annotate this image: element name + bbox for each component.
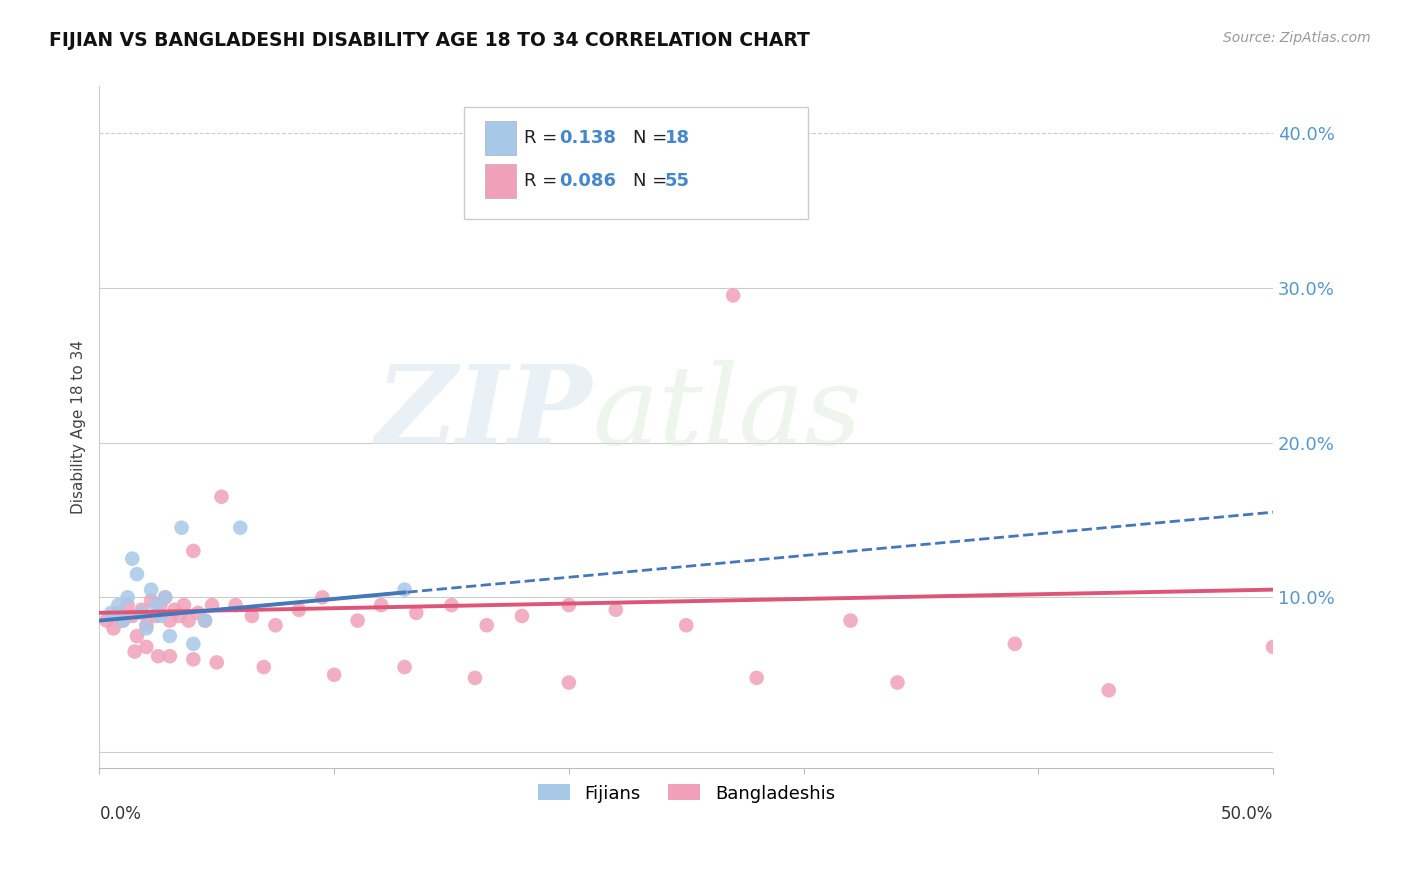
Text: 0.0%: 0.0% — [100, 805, 142, 823]
Point — [173, 598, 195, 612]
Point — [510, 609, 533, 624]
Point — [558, 598, 581, 612]
Point — [464, 671, 486, 685]
Point — [121, 551, 143, 566]
Text: N =: N = — [633, 172, 672, 190]
Point — [117, 591, 139, 605]
Point — [311, 591, 333, 605]
Point — [205, 656, 228, 670]
Text: R =: R = — [524, 129, 564, 147]
Point — [288, 603, 311, 617]
Point — [145, 598, 167, 612]
Text: 0.086: 0.086 — [560, 172, 617, 190]
Point — [135, 618, 157, 632]
Point — [121, 609, 143, 624]
Text: Source: ZipAtlas.com: Source: ZipAtlas.com — [1223, 31, 1371, 45]
Text: R =: R = — [524, 172, 564, 190]
Point — [111, 614, 134, 628]
Point — [394, 582, 416, 597]
Point — [264, 618, 287, 632]
Point — [107, 606, 129, 620]
Point — [177, 614, 200, 628]
Point — [117, 598, 139, 612]
Text: 50.0%: 50.0% — [1220, 805, 1272, 823]
Point — [181, 544, 204, 558]
Point — [145, 609, 167, 624]
Point — [163, 603, 186, 617]
Point — [405, 606, 427, 620]
Point — [675, 618, 697, 632]
Point — [745, 671, 768, 685]
Point — [103, 621, 125, 635]
Point — [100, 606, 122, 620]
Text: 55: 55 — [665, 172, 690, 190]
Point — [131, 606, 153, 620]
Point — [721, 288, 744, 302]
Point — [125, 567, 148, 582]
Point — [107, 598, 129, 612]
Text: 18: 18 — [665, 129, 690, 147]
Point — [167, 609, 190, 624]
Y-axis label: Disability Age 18 to 34: Disability Age 18 to 34 — [72, 340, 86, 514]
Point — [96, 614, 118, 628]
Point — [131, 603, 153, 617]
Point — [1098, 683, 1121, 698]
Point — [170, 521, 193, 535]
Point — [394, 660, 416, 674]
Point — [139, 582, 162, 597]
Point — [211, 490, 233, 504]
Point — [253, 660, 276, 674]
Point — [181, 637, 204, 651]
Text: N =: N = — [633, 129, 672, 147]
Point — [886, 675, 908, 690]
Point — [440, 598, 463, 612]
Point — [153, 591, 176, 605]
Point — [187, 606, 209, 620]
Point — [149, 598, 172, 612]
Legend: Fijians, Bangladeshis: Fijians, Bangladeshis — [530, 777, 842, 810]
Point — [135, 640, 157, 654]
Point — [323, 667, 346, 681]
Point — [475, 618, 498, 632]
Point — [1261, 640, 1284, 654]
Point — [370, 598, 392, 612]
Point — [124, 644, 146, 658]
Point — [229, 521, 252, 535]
Point — [605, 603, 627, 617]
Text: atlas: atlas — [592, 359, 862, 467]
Point — [201, 598, 224, 612]
Point — [839, 614, 862, 628]
Point — [1004, 637, 1026, 651]
Text: ZIP: ZIP — [375, 359, 592, 467]
Point — [558, 675, 581, 690]
Text: 0.138: 0.138 — [560, 129, 617, 147]
Point — [159, 629, 181, 643]
Point — [125, 629, 148, 643]
Point — [194, 614, 217, 628]
Point — [181, 652, 204, 666]
Point — [346, 614, 368, 628]
Point — [139, 593, 162, 607]
Point — [135, 621, 157, 635]
Point — [111, 614, 134, 628]
Point — [225, 598, 247, 612]
Point — [194, 614, 217, 628]
Point — [153, 591, 176, 605]
Point — [146, 649, 169, 664]
Point — [149, 609, 172, 624]
Point — [240, 609, 263, 624]
Text: FIJIAN VS BANGLADESHI DISABILITY AGE 18 TO 34 CORRELATION CHART: FIJIAN VS BANGLADESHI DISABILITY AGE 18 … — [49, 31, 810, 50]
Point — [159, 614, 181, 628]
Point — [159, 649, 181, 664]
